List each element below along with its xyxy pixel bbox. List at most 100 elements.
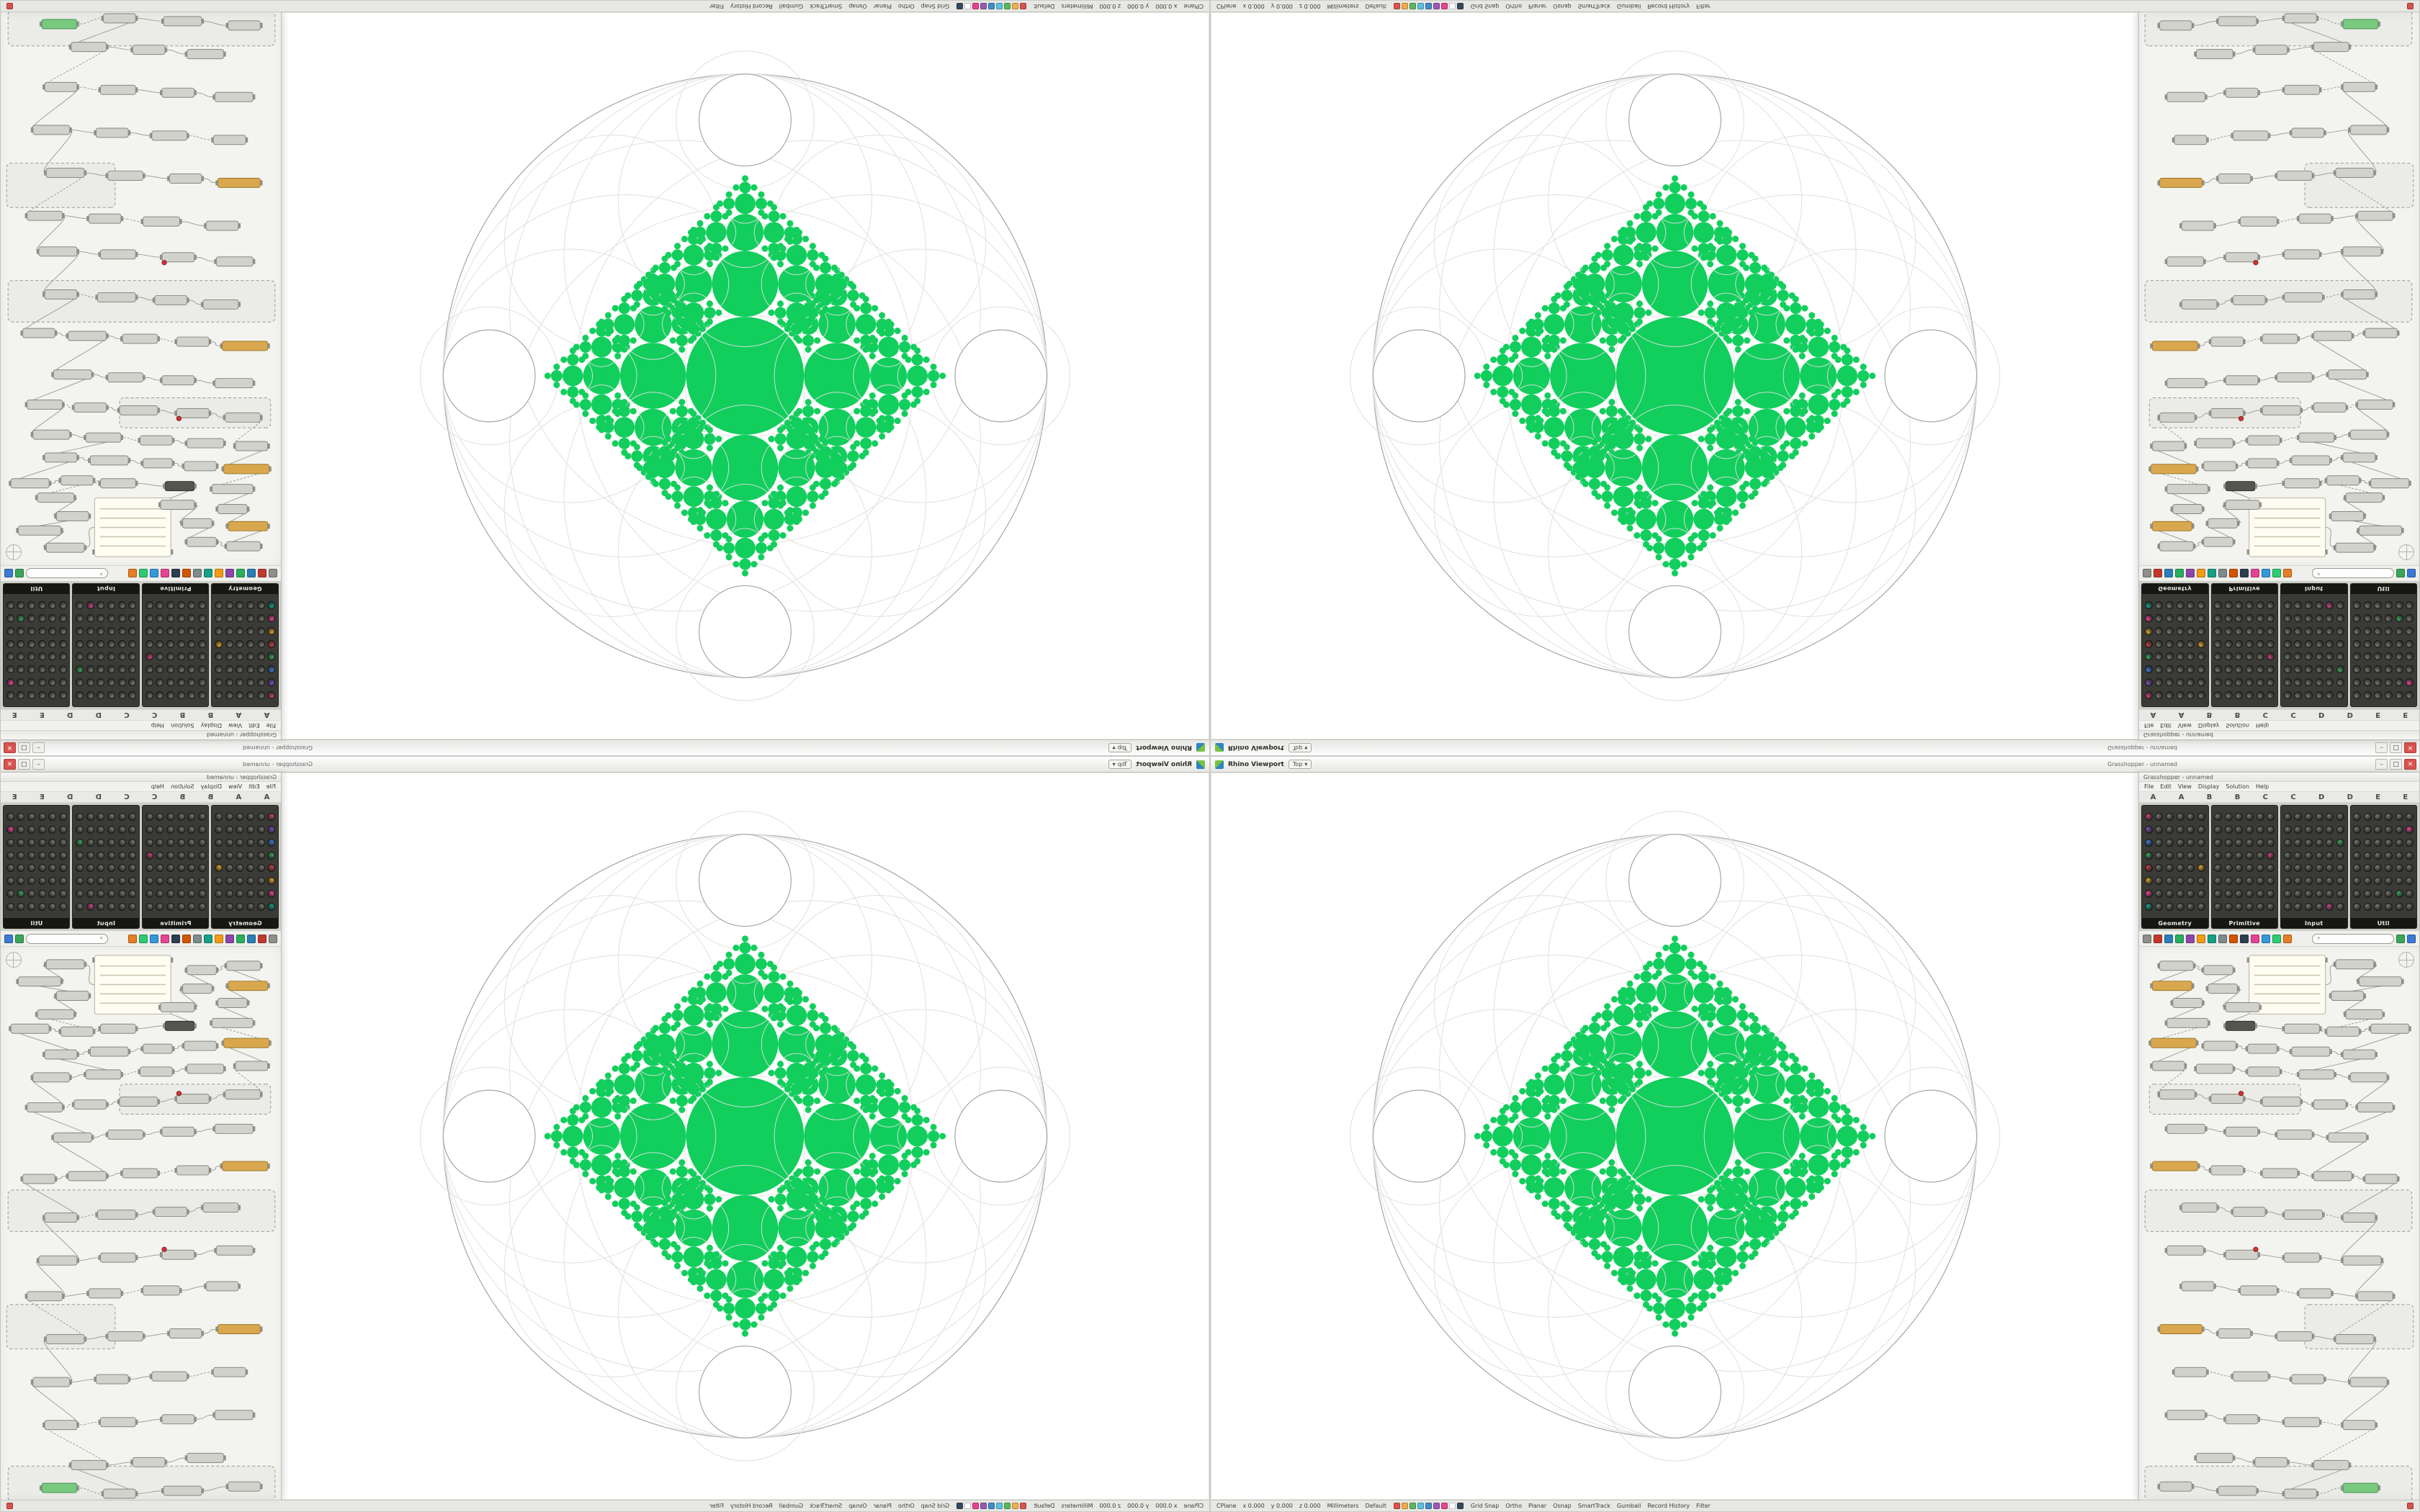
statusbar-toggle[interactable]: Gumball <box>779 1503 804 1509</box>
component-icon[interactable] <box>128 838 137 847</box>
gh-node[interactable] <box>95 292 138 302</box>
component-icon[interactable] <box>166 838 174 847</box>
menu-solution[interactable]: Solution <box>2226 722 2249 729</box>
component-icon[interactable] <box>58 601 67 609</box>
component-icon[interactable] <box>2353 601 2362 609</box>
component-icon[interactable] <box>128 825 137 834</box>
gh-node[interactable] <box>2179 1281 2216 1292</box>
component-icon[interactable] <box>27 601 35 609</box>
component-icon[interactable] <box>225 613 233 622</box>
component-icon[interactable] <box>2256 851 2264 860</box>
component-icon[interactable] <box>58 613 67 622</box>
gh-node[interactable] <box>98 1417 138 1428</box>
menu-display[interactable]: Display <box>200 783 223 790</box>
gh-node[interactable] <box>42 1420 79 1431</box>
gh-node[interactable] <box>210 1017 256 1028</box>
component-icon[interactable] <box>2406 877 2414 886</box>
component-icon[interactable] <box>2353 613 2362 622</box>
component-icon[interactable] <box>27 639 35 648</box>
component-icon[interactable] <box>2385 851 2393 860</box>
component-icon[interactable] <box>37 639 46 648</box>
statusbar-pane-icon[interactable] <box>1456 1503 1464 1509</box>
gh-node[interactable] <box>35 492 76 503</box>
component-icon[interactable] <box>2256 812 2264 821</box>
component-icon[interactable] <box>2304 877 2313 886</box>
toolbar-icon[interactable] <box>128 934 137 943</box>
gh-node[interactable] <box>184 536 219 547</box>
component-icon[interactable] <box>2214 903 2223 911</box>
gh-node[interactable] <box>2355 1102 2396 1113</box>
component-icon[interactable] <box>156 626 164 635</box>
component-icon[interactable] <box>2176 851 2184 860</box>
close-button[interactable]: ✕ <box>2404 742 2416 753</box>
component-icon[interactable] <box>6 639 14 648</box>
component-icon[interactable] <box>76 903 84 911</box>
component-icon[interactable] <box>2187 903 2195 911</box>
component-icon[interactable] <box>2214 652 2223 661</box>
component-icon[interactable] <box>2267 877 2275 886</box>
gh-node[interactable] <box>214 256 256 267</box>
component-icon[interactable] <box>145 691 153 700</box>
gh-node[interactable] <box>2208 1165 2246 1176</box>
component-icon[interactable] <box>2176 890 2184 899</box>
component-icon[interactable] <box>2304 639 2313 648</box>
component-icon[interactable] <box>166 652 174 661</box>
component-icon[interactable] <box>2187 825 2195 834</box>
gh-node[interactable] <box>2282 1488 2319 1499</box>
component-icon[interactable] <box>2363 877 2372 886</box>
toolbar-icon[interactable] <box>2154 934 2162 943</box>
component-icon[interactable] <box>267 601 276 609</box>
component-icon[interactable] <box>37 838 46 847</box>
palette-letter[interactable]: D <box>67 711 73 719</box>
toolbar-icon[interactable] <box>150 934 158 943</box>
component-icon[interactable] <box>2283 626 2292 635</box>
component-icon[interactable] <box>2155 877 2164 886</box>
component-icon[interactable] <box>2283 838 2292 847</box>
component-icon[interactable] <box>246 812 255 821</box>
statusbar-toggle[interactable]: Ortho <box>898 1503 915 1509</box>
gh-node[interactable] <box>2296 1288 2334 1299</box>
gh-node[interactable] <box>101 13 138 24</box>
component-icon[interactable] <box>225 678 233 687</box>
gh-node[interactable] <box>39 1482 79 1493</box>
component-icon[interactable] <box>166 601 174 609</box>
component-icon[interactable] <box>37 877 46 886</box>
component-icon[interactable] <box>145 812 153 821</box>
component-icon[interactable] <box>2326 903 2334 911</box>
component-icon[interactable] <box>97 613 105 622</box>
component-icon[interactable] <box>2385 877 2393 886</box>
component-icon[interactable] <box>2187 601 2195 609</box>
component-icon[interactable] <box>225 903 233 911</box>
gh-node[interactable] <box>212 378 256 389</box>
component-search[interactable]: ⌕ <box>2311 933 2394 944</box>
component-icon[interactable] <box>2214 691 2223 700</box>
component-icon[interactable] <box>236 812 244 821</box>
gh-node[interactable] <box>98 84 138 95</box>
menu-view[interactable]: View <box>2177 722 2192 729</box>
gh-node[interactable] <box>66 330 109 341</box>
component-icon[interactable] <box>2353 626 2362 635</box>
statusbar-pane-icon[interactable] <box>1401 3 1408 9</box>
component-icon[interactable] <box>197 903 206 911</box>
gh-node[interactable] <box>2282 1210 2325 1220</box>
component-icon[interactable] <box>86 864 94 873</box>
gh-node[interactable] <box>2282 1252 2322 1263</box>
gh-node[interactable] <box>105 171 145 181</box>
component-icon[interactable] <box>215 838 223 847</box>
component-icon[interactable] <box>2176 864 2184 873</box>
component-icon[interactable] <box>2353 691 2362 700</box>
component-icon[interactable] <box>86 626 94 635</box>
statusbar-pane-icon[interactable] <box>1393 1503 1400 1509</box>
component-icon[interactable] <box>58 665 67 674</box>
component-icon[interactable] <box>2214 838 2223 847</box>
gh-node[interactable] <box>212 1410 256 1421</box>
gh-node[interactable] <box>2260 333 2300 344</box>
menu-edit[interactable]: Edit <box>248 722 260 729</box>
gh-node[interactable] <box>2215 1485 2259 1496</box>
toolbar-icon[interactable] <box>161 934 169 943</box>
component-icon[interactable] <box>2315 613 2323 622</box>
component-icon[interactable] <box>187 877 196 886</box>
gh-node[interactable] <box>212 91 256 102</box>
toolbar-icon[interactable] <box>258 569 266 578</box>
component-icon[interactable] <box>267 691 276 700</box>
